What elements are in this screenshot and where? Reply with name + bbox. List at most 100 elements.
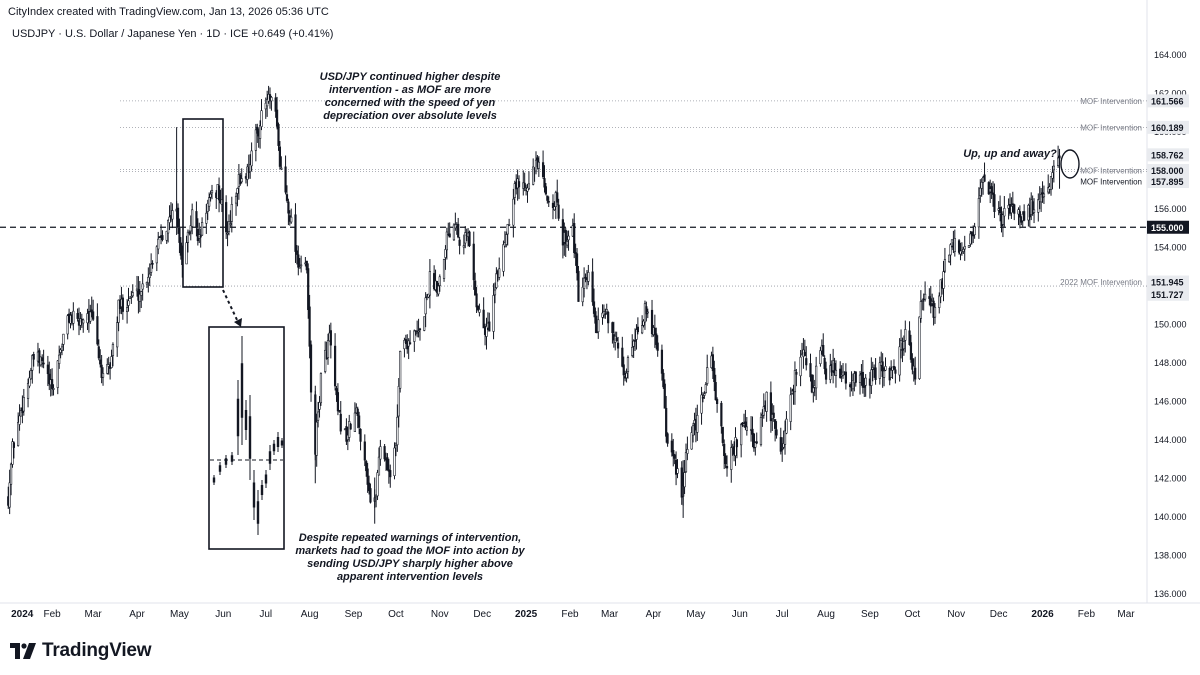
candle-body xyxy=(414,330,417,333)
candle-body xyxy=(1031,201,1034,215)
candle-body xyxy=(349,423,352,430)
candle-body xyxy=(1023,211,1026,221)
candle-body xyxy=(1040,193,1043,203)
candle-body xyxy=(716,399,719,405)
candle-body xyxy=(300,264,303,267)
price-tag-value: 161.566 xyxy=(1151,96,1184,106)
candle-body xyxy=(495,273,498,288)
candle-body xyxy=(641,325,644,334)
candle-body xyxy=(714,382,717,401)
candle-body xyxy=(366,468,369,485)
candle-body xyxy=(26,383,30,399)
candle-body xyxy=(993,194,996,212)
candle-body xyxy=(839,368,842,378)
candle-body xyxy=(902,341,905,350)
candle-body xyxy=(41,357,44,362)
candle-body xyxy=(178,227,181,243)
candle-body xyxy=(121,297,124,312)
candle-body xyxy=(11,441,14,465)
candle-body xyxy=(140,291,143,296)
candle-body xyxy=(208,197,211,207)
candle-body xyxy=(230,204,233,222)
y-tick-label: 140.000 xyxy=(1154,512,1187,522)
annotation-bottom-line: markets had to goad the MOF into action … xyxy=(295,545,525,557)
candle-body xyxy=(1051,172,1054,179)
candle-body xyxy=(505,234,508,245)
candle-body xyxy=(117,299,120,323)
candle-body xyxy=(145,282,149,285)
intervention-label: MOF Intervention xyxy=(1080,123,1142,132)
candle-body xyxy=(270,97,273,102)
candle-body xyxy=(551,202,555,209)
annotation-top-line: concerned with the speed of yen xyxy=(325,97,496,109)
candle-body xyxy=(448,233,451,238)
candle-body xyxy=(128,296,132,299)
candle-body xyxy=(138,294,141,302)
candle-body xyxy=(607,311,610,324)
x-tick-label: Dec xyxy=(990,609,1008,620)
candle-body xyxy=(1047,187,1050,193)
candle-body xyxy=(744,421,747,428)
price-tag-value: 151.727 xyxy=(1151,290,1184,300)
candle-body xyxy=(711,354,714,372)
candle-body xyxy=(367,482,371,491)
candle-body xyxy=(977,198,980,228)
candle-body xyxy=(684,452,688,473)
candle-body xyxy=(417,330,420,333)
candle-body xyxy=(676,468,679,474)
annotation-bottom-line: Despite repeated warnings of interventio… xyxy=(299,532,522,544)
candle-body xyxy=(171,210,174,220)
y-tick-label: 138.000 xyxy=(1154,551,1187,561)
candle-body xyxy=(428,271,431,296)
candle-body xyxy=(720,402,723,427)
candle-body xyxy=(861,371,864,388)
candle-body xyxy=(60,346,64,351)
candle-body xyxy=(365,461,368,472)
candle-body xyxy=(111,344,115,356)
candle-body xyxy=(829,365,832,380)
candle-body xyxy=(58,354,61,364)
candle-body xyxy=(691,425,695,436)
candle-body xyxy=(131,292,134,297)
candle-body xyxy=(577,270,580,302)
candle-body xyxy=(249,164,252,173)
candle-body xyxy=(305,260,308,271)
candle-body xyxy=(277,124,280,146)
y-tick-label: 150.000 xyxy=(1154,320,1187,330)
candle-body xyxy=(176,207,180,228)
candle-body xyxy=(438,276,441,286)
x-tick-label: Aug xyxy=(817,609,835,620)
candle-body xyxy=(151,263,154,265)
candle-body xyxy=(46,364,49,375)
candle-body xyxy=(523,182,526,188)
candle-body xyxy=(423,316,426,331)
chart-credit: CityIndex created with TradingView.com, … xyxy=(8,6,329,18)
candle-body xyxy=(226,232,229,235)
candle-body xyxy=(250,150,253,167)
candle-body xyxy=(8,482,11,508)
inset-candle-body xyxy=(272,443,276,452)
candle-body xyxy=(799,356,802,377)
candle-body xyxy=(781,448,784,451)
candle-body xyxy=(22,397,25,412)
candle-body xyxy=(911,358,914,370)
candle-body xyxy=(686,449,689,454)
candle-body xyxy=(844,371,847,384)
candle-body xyxy=(1049,176,1053,190)
candle-body xyxy=(791,390,794,394)
candle-body xyxy=(19,410,23,417)
candle-body xyxy=(492,295,495,332)
tradingview-branding[interactable]: TradingView xyxy=(10,640,152,662)
candle-body xyxy=(635,329,638,340)
candle-body xyxy=(581,286,584,303)
candle-body xyxy=(165,230,168,241)
candle-body xyxy=(556,192,559,203)
candle-body xyxy=(324,349,327,372)
candle-body xyxy=(359,428,362,442)
candle-body xyxy=(632,340,635,347)
candle-body xyxy=(418,328,422,331)
candle-body xyxy=(345,426,348,442)
candle-body xyxy=(621,347,624,367)
candle-body xyxy=(502,244,505,272)
